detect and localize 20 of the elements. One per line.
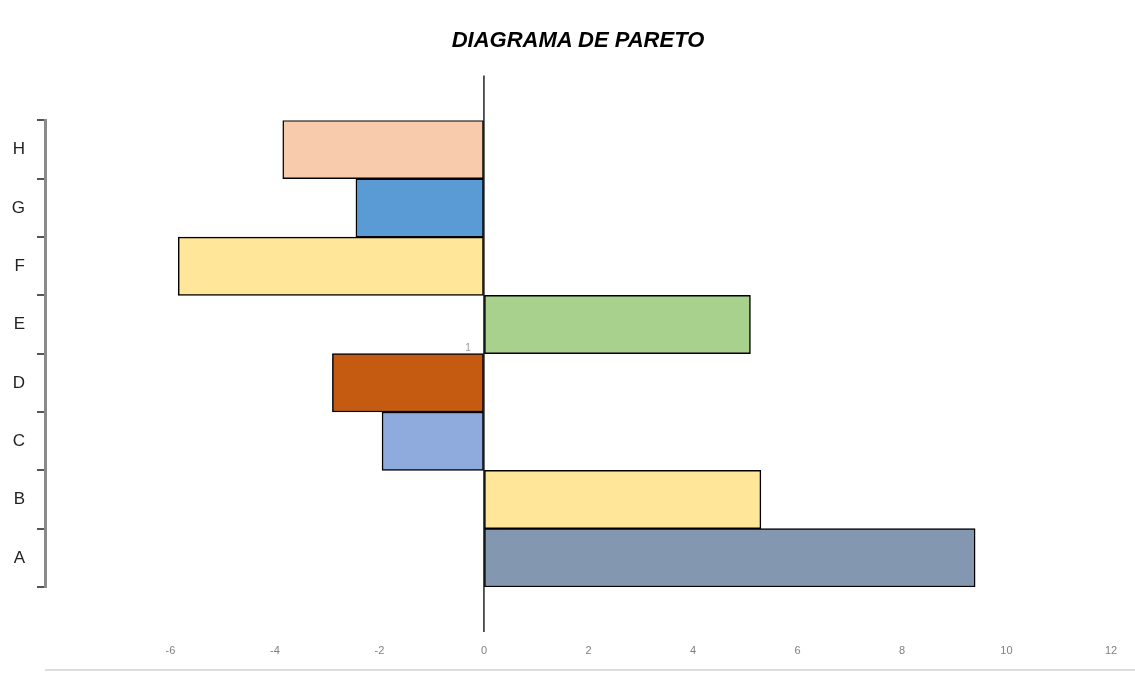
x-tick-label: 2 (585, 643, 592, 656)
x-tick-label: 0 (480, 643, 487, 656)
y-tick-label: H (12, 139, 25, 159)
y-tick-label: B (13, 489, 25, 509)
x-tick-label: 10 (1000, 643, 1013, 656)
x-tick-label: 4 (689, 643, 697, 656)
x-tick-label: -2 (374, 643, 385, 656)
x-tick-label: 8 (898, 643, 906, 656)
y-tick-label: E (13, 314, 25, 334)
y-tick-label: A (13, 547, 26, 567)
x-tick-label: 6 (794, 643, 801, 656)
y-tick-label: D (12, 372, 25, 392)
x-tick-label: 12 (1104, 643, 1118, 656)
x-tick-label: -6 (165, 643, 176, 656)
chart-title: DIAGRAMA DE PARETO (451, 27, 705, 53)
y-tick-label: C (12, 430, 25, 450)
annotation: 1 (465, 342, 472, 354)
y-tick-label: G (11, 197, 25, 217)
x-tick-label: -4 (270, 643, 280, 656)
y-tick-label: F (14, 255, 25, 275)
